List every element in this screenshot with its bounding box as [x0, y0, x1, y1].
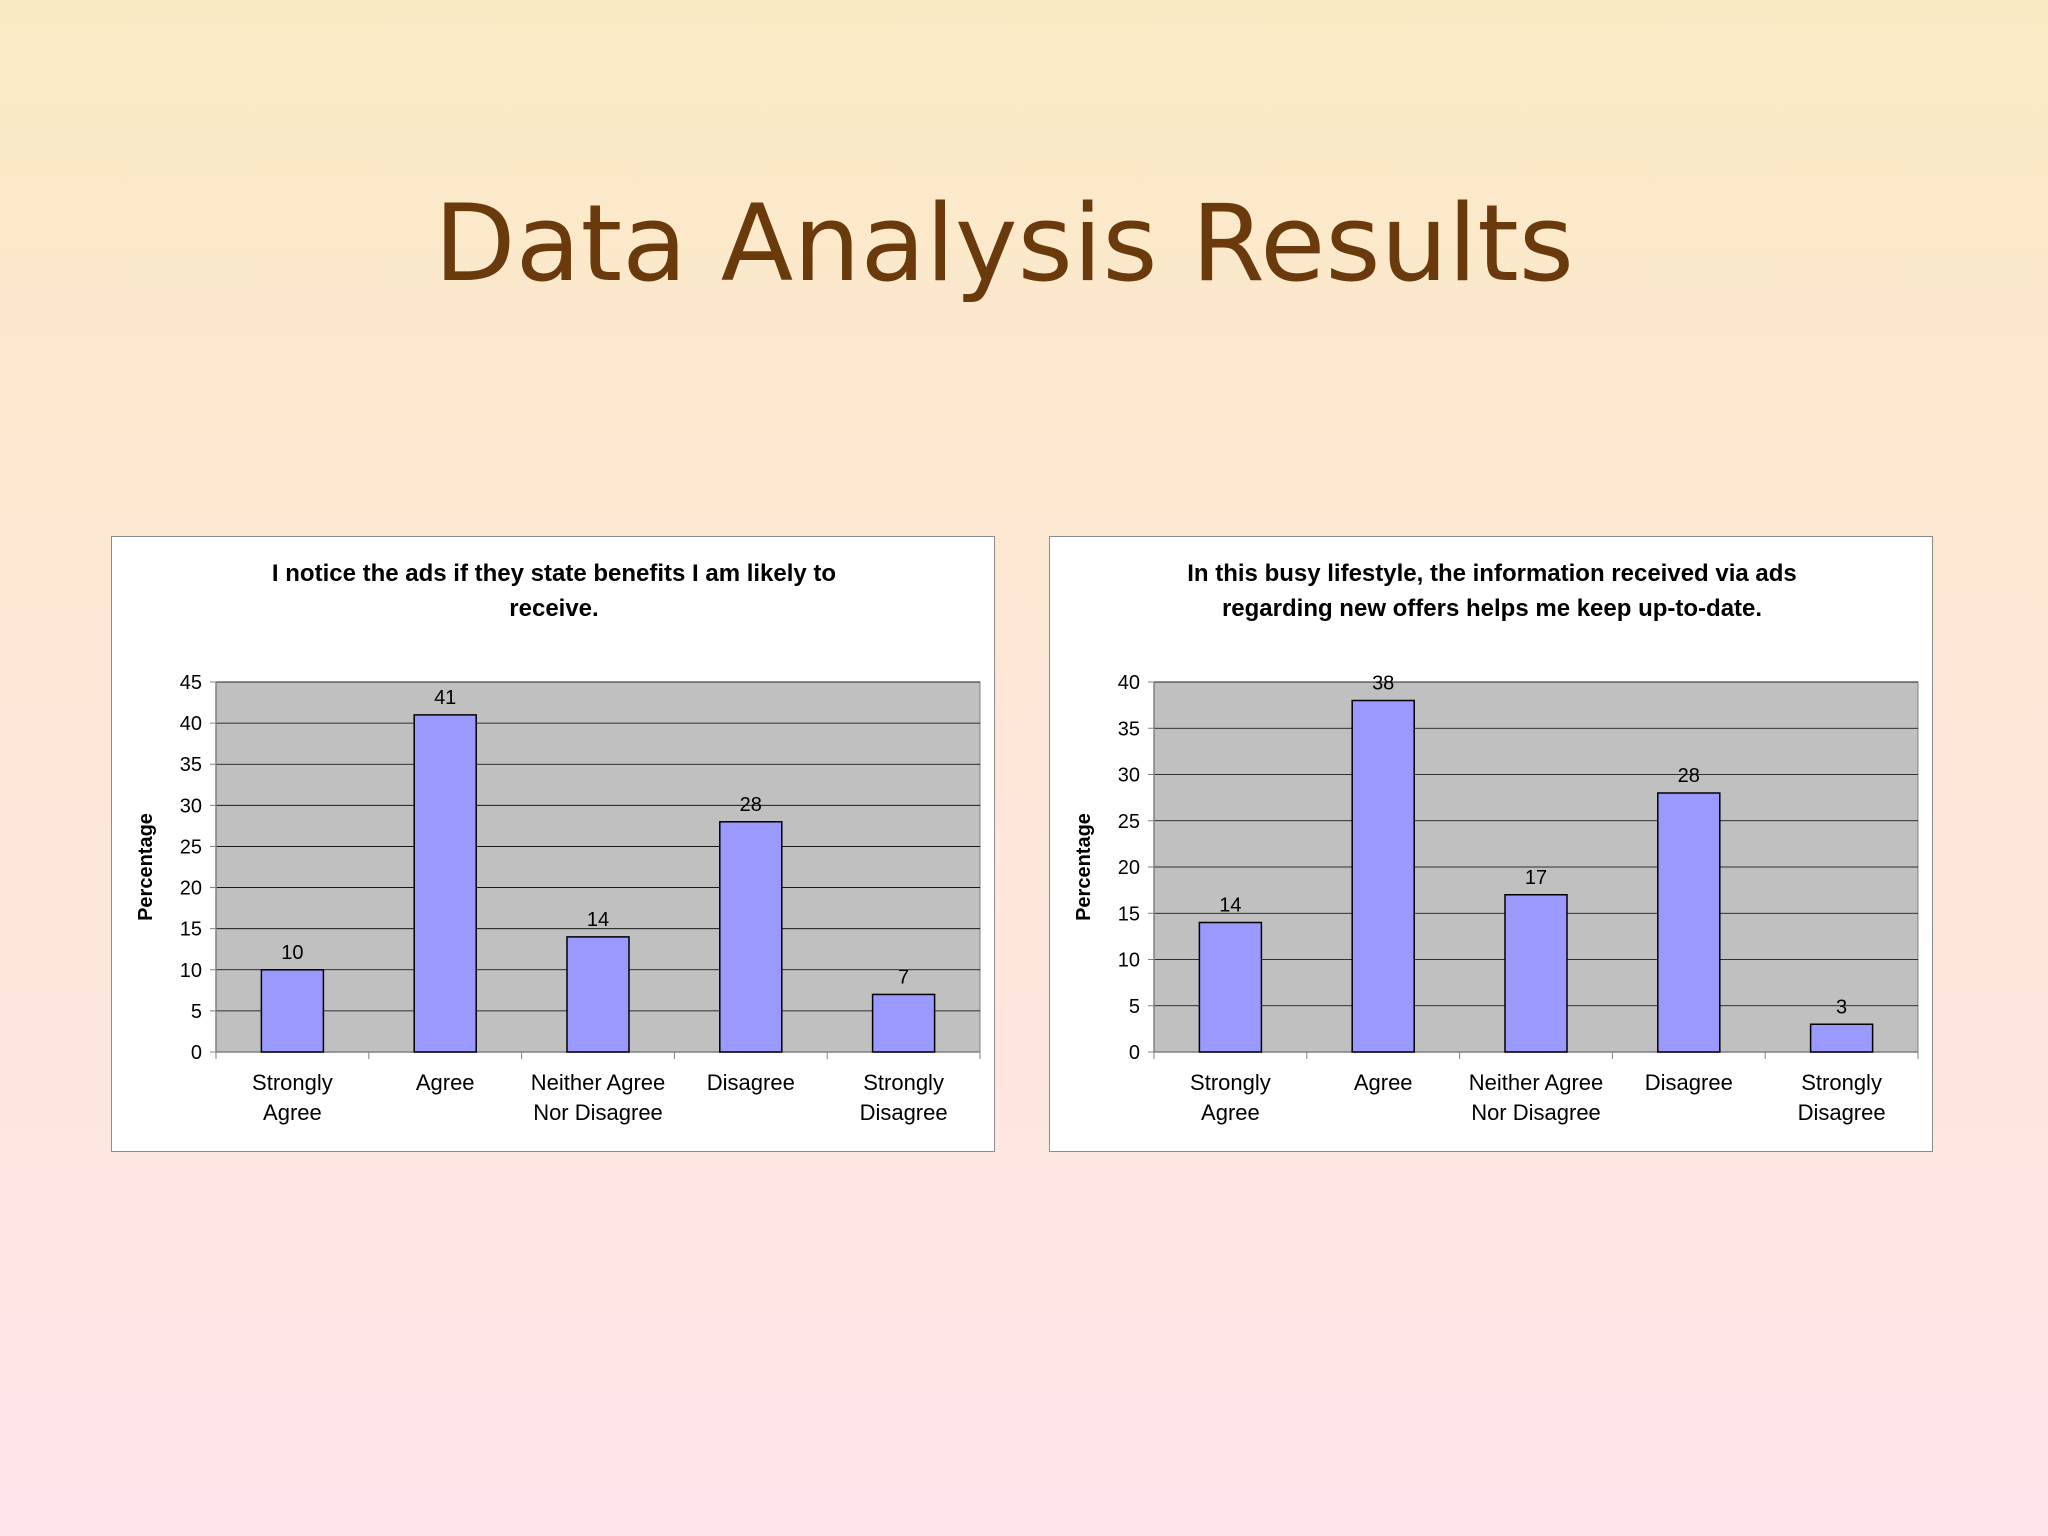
chart-benefits-title-line: receive. — [509, 595, 598, 622]
chart-benefits: I notice the ads if they state benefits … — [111, 536, 995, 1152]
slide-title: Data Analysis Results — [434, 182, 1574, 305]
chart-benefits-svg: I notice the ads if they state benefits … — [135, 560, 981, 1125]
chart-up-to-date-y-tick-label: 25 — [1118, 811, 1140, 833]
chart-benefits-bar — [566, 936, 630, 1053]
chart-benefits-y-tick-label: 30 — [180, 795, 202, 817]
chart-benefits-y-tick-label: 15 — [180, 919, 202, 941]
chart-benefits-category-label: Agree — [416, 1070, 475, 1095]
chart-up-to-date-y-tick-label: 0 — [1129, 1042, 1140, 1064]
chart-up-to-date-data-label: 17 — [1525, 867, 1547, 889]
chart-benefits-category-label: Disagree — [707, 1070, 795, 1095]
chart-up-to-date-y-axis-label: Percentage — [1073, 813, 1095, 921]
chart-benefits-category-label: Agree — [263, 1100, 322, 1125]
chart-benefits-data-label: 14 — [587, 909, 609, 931]
chart-up-to-date-category-label: Agree — [1201, 1100, 1260, 1125]
chart-up-to-date-data-label: 14 — [1219, 895, 1241, 917]
chart-up-to-date-svg: In this busy lifestyle, the information … — [1073, 560, 1919, 1125]
chart-benefits-category-label: Disagree — [860, 1100, 948, 1125]
chart-up-to-date-bar — [1198, 921, 1263, 1053]
chart-up-to-date-y-tick-label: 40 — [1118, 672, 1140, 694]
chart-up-to-date-category-label: Nor Disagree — [1471, 1100, 1601, 1125]
chart-up-to-date-title-line: regarding new offers helps me keep up-to… — [1222, 595, 1762, 622]
chart-up-to-date-category-label: Strongly — [1190, 1070, 1271, 1095]
chart-up-to-date-data-label: 28 — [1678, 765, 1700, 787]
chart-benefits-category-label: Strongly — [252, 1070, 333, 1095]
chart-benefits-y-tick-label: 20 — [180, 878, 202, 900]
chart-up-to-date-data-label: 3 — [1836, 996, 1847, 1018]
chart-up-to-date-bar — [1657, 792, 1721, 1053]
chart-benefits-y-tick-label: 25 — [180, 836, 202, 858]
chart-benefits-y-tick-label: 45 — [180, 672, 202, 694]
chart-up-to-date-y-tick-label: 30 — [1118, 765, 1140, 787]
chart-up-to-date-y-tick-label: 10 — [1118, 950, 1140, 972]
chart-up-to-date-category-label: Disagree — [1798, 1100, 1886, 1125]
chart-up-to-date-y-tick-label: 35 — [1118, 718, 1140, 740]
chart-benefits-category-label: Nor Disagree — [533, 1100, 663, 1125]
chart-benefits-data-label: 28 — [740, 794, 762, 816]
chart-up-to-date-category-label: Neither Agree — [1469, 1070, 1604, 1095]
chart-benefits-y-tick-label: 40 — [180, 713, 202, 735]
chart-up-to-date-category-label: Strongly — [1801, 1070, 1882, 1095]
chart-up-to-date-bar — [1504, 894, 1568, 1053]
chart-up-to-date-title-line: In this busy lifestyle, the information … — [1187, 560, 1797, 587]
chart-benefits-category-label: Strongly — [863, 1070, 944, 1095]
chart-up-to-date-category-label: Disagree — [1645, 1070, 1733, 1095]
chart-benefits-title-line: I notice the ads if they state benefits … — [272, 560, 836, 587]
chart-benefits-y-tick-label: 35 — [180, 754, 202, 776]
chart-benefits-y-tick-label: 10 — [180, 960, 202, 982]
chart-up-to-date-y-tick-label: 5 — [1129, 996, 1140, 1018]
chart-up-to-date-bar — [1809, 1023, 1874, 1053]
chart-up-to-date: In this busy lifestyle, the information … — [1049, 536, 1933, 1152]
chart-benefits-bar — [871, 993, 936, 1053]
chart-up-to-date-category-label: Agree — [1354, 1070, 1413, 1095]
chart-benefits-data-label: 7 — [898, 966, 909, 988]
chart-benefits-bar — [719, 821, 783, 1053]
chart-benefits-category-label: Neither Agree — [531, 1070, 666, 1095]
chart-up-to-date-data-label: 38 — [1372, 673, 1394, 695]
chart-benefits-bar — [413, 714, 477, 1053]
chart-benefits-bar — [260, 969, 325, 1053]
chart-benefits-data-label: 41 — [434, 687, 456, 709]
chart-up-to-date-bar — [1351, 699, 1415, 1053]
chart-benefits-y-tick-label: 5 — [191, 1001, 202, 1023]
chart-up-to-date-y-tick-label: 20 — [1118, 857, 1140, 879]
chart-benefits-data-label: 10 — [281, 942, 303, 964]
chart-benefits-y-tick-label: 0 — [191, 1042, 202, 1064]
chart-up-to-date-y-tick-label: 15 — [1118, 903, 1140, 925]
chart-benefits-y-axis-label: Percentage — [135, 813, 157, 921]
